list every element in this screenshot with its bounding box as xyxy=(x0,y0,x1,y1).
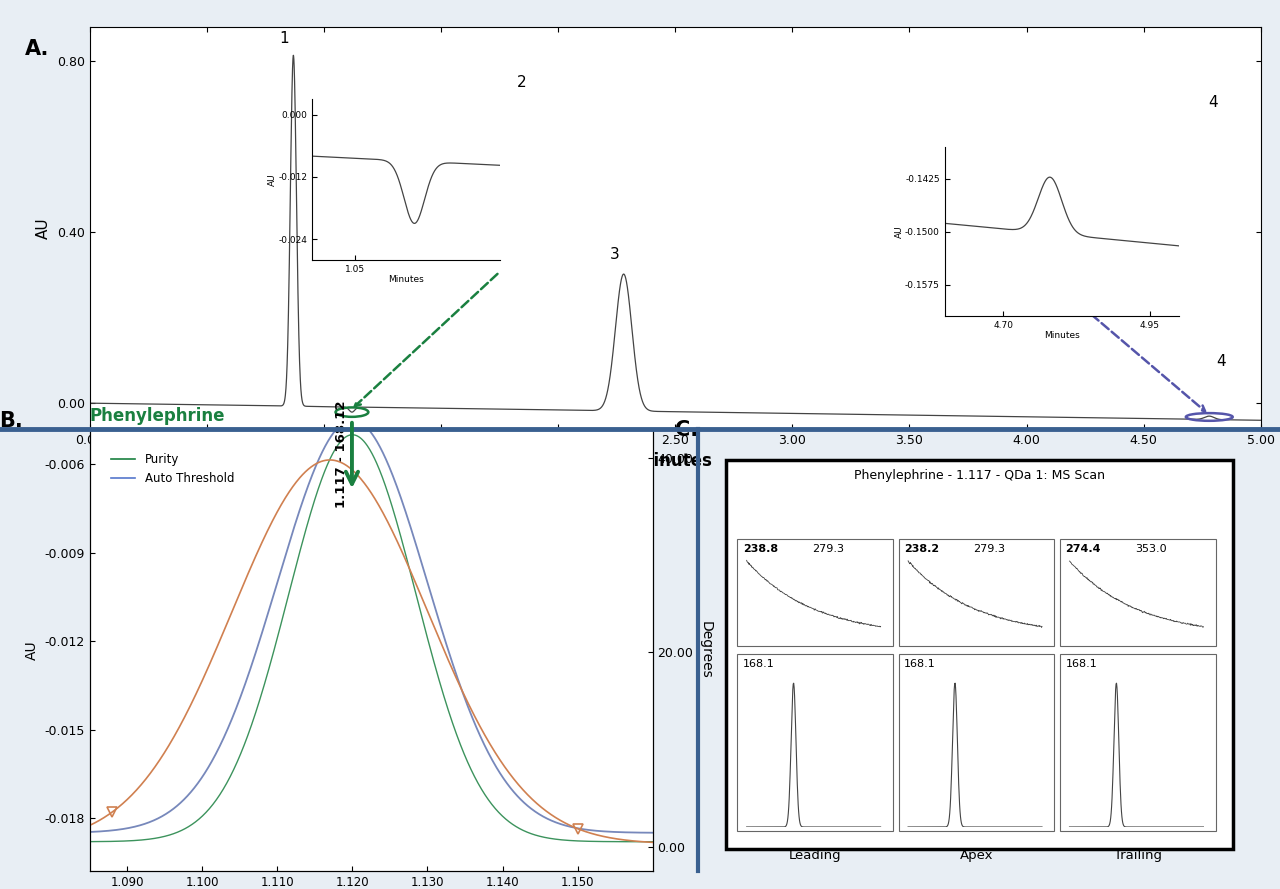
Y-axis label: AU: AU xyxy=(24,640,38,660)
Text: C.: C. xyxy=(676,420,699,440)
Text: 353.0: 353.0 xyxy=(1135,544,1166,554)
Y-axis label: AU: AU xyxy=(36,217,51,238)
Text: 4: 4 xyxy=(1208,95,1217,110)
Text: 238.8: 238.8 xyxy=(742,544,778,554)
Y-axis label: Degrees: Degrees xyxy=(699,621,713,679)
Text: 168.1: 168.1 xyxy=(904,659,936,669)
Text: 168.1: 168.1 xyxy=(742,659,774,669)
X-axis label: Minutes: Minutes xyxy=(637,453,713,470)
Bar xyxy=(737,654,893,831)
Text: 2: 2 xyxy=(517,75,526,90)
Text: 3: 3 xyxy=(609,247,620,262)
Text: Phenylephrine: Phenylephrine xyxy=(90,406,225,425)
Text: 274.4: 274.4 xyxy=(1066,544,1101,554)
Bar xyxy=(1060,654,1216,831)
Text: 168.1: 168.1 xyxy=(1066,659,1097,669)
Text: 1.117 - 168.12: 1.117 - 168.12 xyxy=(334,401,348,509)
Bar xyxy=(1060,540,1216,645)
Text: A.: A. xyxy=(26,39,50,59)
Text: B.: B. xyxy=(0,411,23,431)
Text: Trailing: Trailing xyxy=(1114,849,1162,862)
Bar xyxy=(899,540,1055,645)
Text: 1: 1 xyxy=(279,31,289,46)
Text: Leading: Leading xyxy=(788,849,841,862)
FancyBboxPatch shape xyxy=(726,460,1233,849)
Text: 279.3: 279.3 xyxy=(812,544,844,554)
Text: Phenylephrine - 1.117 - QDa 1: MS Scan: Phenylephrine - 1.117 - QDa 1: MS Scan xyxy=(854,469,1105,482)
Bar xyxy=(899,654,1055,831)
Bar xyxy=(737,540,893,645)
Text: 238.2: 238.2 xyxy=(904,544,940,554)
Legend: Purity, Auto Threshold: Purity, Auto Threshold xyxy=(106,448,239,489)
Text: 2: 2 xyxy=(387,238,397,253)
Text: Apex: Apex xyxy=(960,849,993,862)
Text: 4: 4 xyxy=(1216,354,1226,369)
Text: 279.3: 279.3 xyxy=(973,544,1005,554)
